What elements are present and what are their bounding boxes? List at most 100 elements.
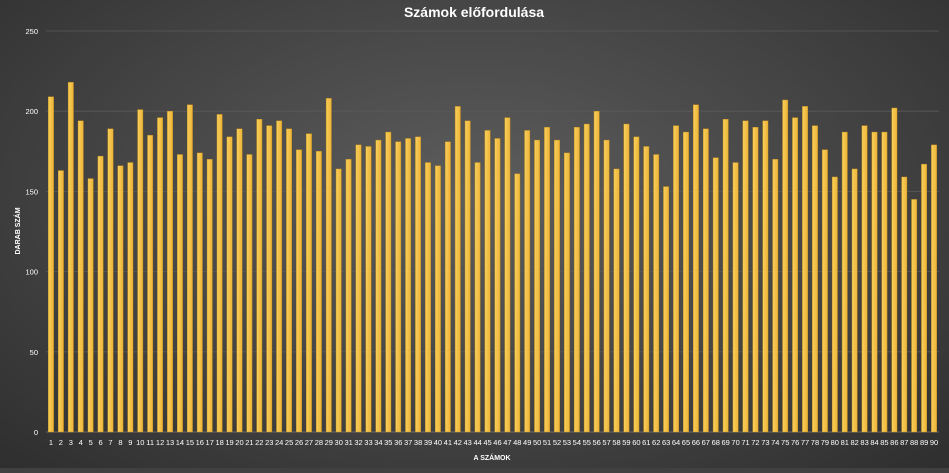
bar-16 [196, 152, 203, 433]
x-tick-label: 53 [563, 438, 571, 447]
bar-76 [792, 117, 799, 433]
x-tick-label: 19 [225, 438, 233, 447]
bar-31 [345, 159, 352, 433]
bar-87 [901, 176, 908, 433]
bar-9 [127, 162, 134, 433]
bar-24 [276, 120, 283, 433]
x-tick-label: 15 [186, 438, 194, 447]
x-tick-label: 30 [335, 438, 343, 447]
bar-42 [454, 106, 461, 433]
x-tick-label: 67 [702, 438, 710, 447]
bar-17 [206, 159, 213, 433]
bar-21 [246, 154, 253, 433]
x-axis-ticks: 1 2 3 4 5 6 7 8 9 10 11 12 13 14 15 16 17 18 19 20 21 22 23 24 2… [49, 438, 938, 447]
bar-56 [593, 110, 600, 433]
x-tick-label: 82 [850, 438, 858, 447]
bar-39 [425, 162, 431, 433]
bar-60 [633, 136, 640, 433]
x-tick-label: 6 [98, 438, 102, 447]
bar-20 [236, 128, 243, 433]
x-tick-label: 28 [315, 438, 323, 447]
bar-4 [77, 120, 84, 433]
bar-44 [474, 162, 481, 433]
x-tick-label: 87 [900, 438, 908, 447]
x-tick-label: 81 [841, 438, 849, 447]
bar-74 [772, 159, 779, 433]
bar-1 [48, 96, 54, 433]
x-tick-label: 7 [108, 438, 112, 447]
bar-47 [504, 117, 511, 433]
bar-77 [802, 106, 808, 433]
x-tick-label: 73 [761, 438, 769, 447]
bar-69 [722, 119, 729, 433]
x-tick-label: 85 [880, 438, 888, 447]
x-tick-label: 65 [682, 438, 690, 447]
bar-61 [643, 146, 650, 433]
x-tick-label: 74 [771, 438, 779, 447]
x-tick-label: 38 [414, 438, 422, 447]
x-tick-label: 42 [454, 438, 462, 447]
x-tick-label: 13 [166, 438, 174, 447]
bar-5 [87, 178, 94, 433]
bar-64 [673, 125, 679, 433]
bar-40 [435, 165, 441, 433]
bar-25 [286, 128, 292, 433]
x-tick-label: 8 [118, 438, 122, 447]
x-tick-label: 52 [553, 438, 561, 447]
chart-title: Számok előfordulása [404, 4, 544, 20]
x-tick-label: 72 [751, 438, 759, 447]
bar-85 [881, 131, 888, 433]
bar-58 [613, 168, 620, 433]
bar-33 [365, 146, 372, 433]
bar-28 [315, 151, 322, 433]
bar-48 [514, 173, 521, 433]
bar-41 [444, 141, 451, 433]
x-tick-label: 4 [79, 438, 83, 447]
x-tick-label: 17 [206, 438, 214, 447]
y-tick-label: 100 [25, 268, 38, 277]
x-tick-label: 45 [483, 438, 491, 447]
bar-90 [931, 144, 937, 433]
bar-52 [554, 139, 560, 433]
bar-13 [167, 110, 173, 433]
x-tick-label: 3 [69, 438, 73, 447]
bar-63 [663, 186, 670, 433]
x-tick-label: 70 [731, 438, 739, 447]
x-tick-label: 11 [146, 438, 154, 447]
bar-75 [782, 99, 789, 433]
bar-55 [583, 123, 590, 433]
x-tick-label: 63 [662, 438, 670, 447]
y-axis-title: DARAB SZÁM [13, 207, 22, 254]
x-tick-label: 79 [821, 438, 829, 447]
bar-70 [732, 162, 739, 433]
x-tick-label: 18 [215, 438, 223, 447]
bar-59 [623, 123, 630, 433]
x-tick-label: 51 [543, 438, 551, 447]
y-tick-label: 250 [25, 27, 38, 36]
x-tick-label: 55 [583, 438, 591, 447]
bar-54 [573, 127, 580, 433]
x-tick-label: 80 [831, 438, 839, 447]
bar-43 [464, 120, 471, 433]
bar-62 [653, 154, 660, 433]
bar-73 [762, 120, 769, 433]
x-tick-label: 88 [910, 438, 918, 447]
bar-79 [822, 149, 828, 433]
bar-83 [861, 125, 868, 433]
y-tick-label: 50 [30, 348, 38, 357]
x-tick-label: 66 [692, 438, 700, 447]
x-tick-label: 10 [136, 438, 144, 447]
x-tick-label: 16 [196, 438, 204, 447]
bar-86 [891, 107, 898, 433]
x-tick-label: 40 [434, 438, 442, 447]
x-tick-label: 46 [493, 438, 501, 447]
x-tick-label: 58 [612, 438, 620, 447]
x-tick-label: 1 [49, 438, 53, 447]
bar-72 [752, 127, 759, 433]
bars [48, 82, 937, 433]
x-tick-label: 9 [128, 438, 132, 447]
x-tick-label: 2 [59, 438, 63, 447]
x-tick-label: 50 [533, 438, 541, 447]
bar-7 [107, 128, 114, 433]
bar-81 [841, 131, 848, 433]
